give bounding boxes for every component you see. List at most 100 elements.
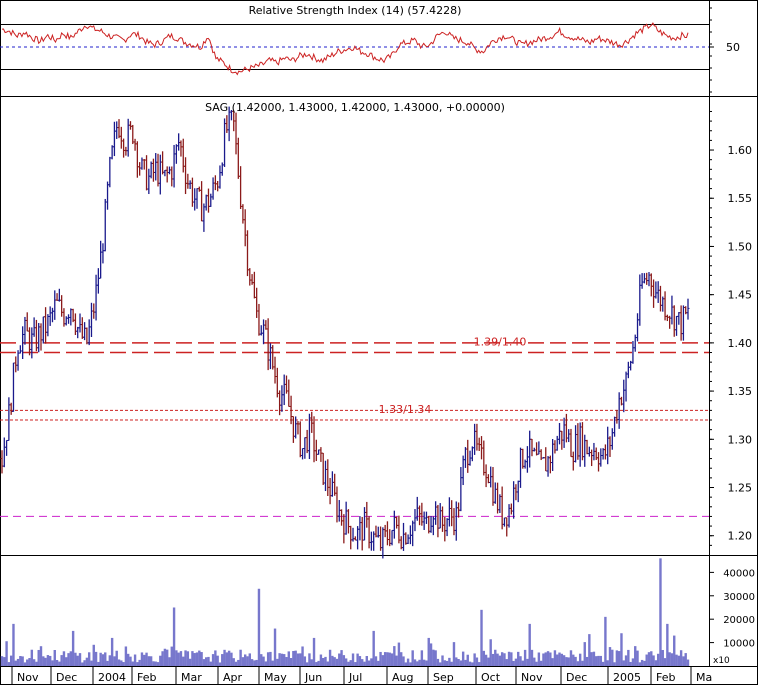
volume-bar	[273, 628, 277, 666]
volume-bar	[425, 660, 428, 666]
volume-bar	[526, 658, 529, 666]
volume-bar	[652, 655, 655, 666]
volume-bar	[535, 661, 538, 666]
volume-bar	[604, 616, 607, 666]
volume-bar	[379, 651, 382, 666]
volume-bar	[397, 642, 401, 666]
volume-bar	[177, 652, 180, 666]
volume-bar	[643, 660, 646, 666]
volume-bar	[335, 658, 339, 666]
volume-bar	[475, 657, 479, 666]
volume-bar	[468, 661, 472, 666]
volume-bar	[503, 653, 506, 666]
volume-bar	[624, 655, 628, 666]
volume-bar	[294, 650, 297, 666]
volume-bar	[319, 654, 323, 666]
reference-line-label: 1.39/1.40	[474, 336, 527, 349]
x-tick-label: 2005	[613, 671, 641, 684]
volume-bar	[682, 656, 685, 666]
volume-bar	[544, 652, 547, 666]
volume-bar	[289, 658, 293, 666]
volume-bar	[140, 652, 144, 666]
volume-bar	[110, 637, 114, 666]
volume-bar	[494, 649, 497, 666]
volume-bar	[349, 660, 352, 666]
volume-bar	[9, 655, 13, 666]
x-tick-label: Feb	[137, 671, 156, 684]
reference-line-label: 1.33/1.34	[379, 403, 432, 416]
volume-bar	[328, 649, 332, 666]
volume-bar	[413, 659, 417, 666]
volume-bar	[67, 653, 70, 666]
volume-bar	[507, 651, 511, 666]
volume-bar	[136, 662, 139, 666]
volume-bar	[342, 655, 346, 666]
volume-bar	[324, 656, 327, 666]
volume-bar	[673, 635, 676, 666]
volume-bar	[338, 653, 341, 666]
volume-bar	[207, 656, 210, 666]
volume-y-tick-label: 30000	[723, 592, 755, 603]
volume-bar	[406, 658, 410, 666]
volume-bar	[432, 649, 435, 666]
price-y-tick-label: 1.20	[728, 530, 753, 543]
volume-bar	[599, 655, 603, 666]
x-tick-label: Jul	[348, 671, 362, 684]
price-y-tick-label: 1.25	[728, 482, 753, 495]
volume-bar	[617, 651, 621, 666]
volume-bar	[101, 654, 105, 666]
volume-bar	[218, 662, 222, 666]
volume-bar	[510, 652, 513, 666]
volume-bar	[457, 658, 460, 666]
volume-bar	[223, 649, 226, 666]
volume-bar	[250, 659, 254, 666]
volume-bar	[422, 659, 426, 666]
volume-bar	[546, 651, 550, 666]
volume-bar	[374, 656, 378, 666]
volume-bar	[445, 660, 449, 666]
volume-bar	[243, 654, 247, 666]
volume-bar	[149, 656, 153, 666]
volume-bar	[677, 655, 681, 666]
volume-bar	[87, 652, 91, 666]
volume-bar	[99, 652, 102, 666]
volume-bar	[42, 656, 45, 666]
volume-bar	[443, 660, 447, 666]
volume-bar	[163, 648, 167, 666]
volume-bar	[133, 654, 137, 666]
volume-bar	[595, 656, 598, 666]
volume-y-tick-label: 40000	[723, 568, 755, 579]
volume-bar	[487, 657, 490, 666]
price-y-tick-label: 1.30	[728, 433, 753, 446]
volume-bar	[416, 661, 419, 666]
volume-bar	[514, 658, 518, 666]
volume-bar	[81, 662, 84, 666]
volume-bar	[299, 653, 302, 666]
volume-bar	[484, 654, 488, 666]
volume-bar	[209, 661, 212, 666]
volume-bar	[411, 650, 414, 666]
volume-bar	[650, 651, 653, 666]
volume-bar	[124, 646, 128, 666]
volume-bar	[0, 656, 4, 666]
volume-bar	[315, 662, 318, 666]
volume-bar	[322, 658, 325, 666]
volume-bar	[143, 654, 146, 666]
volume-bar	[668, 652, 671, 666]
volume-bar	[448, 657, 451, 666]
volume-bar	[152, 661, 155, 666]
volume-bar	[78, 653, 82, 666]
volume-bar	[221, 654, 224, 666]
volume-bar	[5, 641, 8, 666]
volume-bar	[560, 653, 564, 666]
volume-bar	[356, 653, 359, 666]
volume-bar	[464, 659, 467, 666]
volume-bar	[354, 662, 357, 666]
volume-bar	[620, 633, 623, 666]
volume-bar	[645, 654, 648, 666]
volume-bar	[622, 660, 625, 666]
volume-bar	[590, 652, 593, 666]
rsi-header: Relative Strength Index (14) (57.4228)	[249, 4, 462, 17]
volume-bar	[193, 653, 196, 666]
volume-bar	[138, 659, 141, 666]
